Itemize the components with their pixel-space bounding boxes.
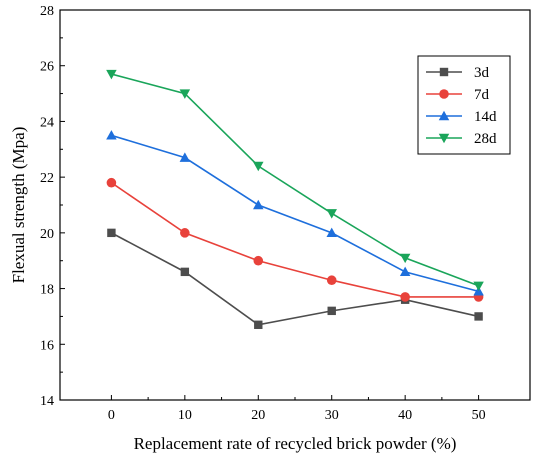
y-tick-label: 18 <box>40 283 54 298</box>
series-markers <box>106 69 484 329</box>
legend-marker-7d <box>439 89 449 99</box>
legend: 3d 7d 14d 28d <box>417 55 511 155</box>
y-tick-label: 14 <box>40 394 54 409</box>
data-point-7d <box>106 177 117 188</box>
x-tick-label: 20 <box>251 408 265 423</box>
data-point-28d <box>473 281 484 292</box>
series-line-7d <box>110 182 479 298</box>
data-point-14d <box>253 199 264 210</box>
data-point-3d <box>180 267 190 277</box>
x-tick-label: 30 <box>325 408 339 423</box>
legend-label-7d: 7d <box>474 87 490 103</box>
x-axis-tick-labels: 0 10 20 30 40 50 <box>108 408 486 423</box>
data-point-28d <box>399 253 411 264</box>
data-point-3d <box>254 320 263 329</box>
data-point-14d <box>399 266 411 277</box>
legend-marker-28d <box>438 133 450 144</box>
data-point-28d <box>106 69 117 80</box>
data-point-28d <box>179 89 191 99</box>
y-tick-label: 26 <box>40 60 54 75</box>
y-axis-title: Flexual strength (Mpa) <box>9 127 28 284</box>
x-tick-label: 10 <box>178 408 192 423</box>
data-point-3d <box>327 306 336 316</box>
y-tick-label: 16 <box>40 338 54 353</box>
legend-marker-3d <box>439 67 449 77</box>
y-tick-label: 28 <box>40 4 54 19</box>
data-point-28d <box>326 209 337 219</box>
y-tick-label: 22 <box>40 171 54 186</box>
x-tick-label: 0 <box>108 408 115 423</box>
x-axis-title: Replacement rate of recycled brick powde… <box>134 434 457 453</box>
data-point-14d <box>106 130 117 140</box>
x-tick-label: 40 <box>398 408 412 423</box>
data-point-7d <box>400 292 410 302</box>
plot-frame <box>59 9 531 401</box>
x-tick-label: 50 <box>472 408 486 423</box>
data-point-7d <box>180 228 190 238</box>
series-line-14d <box>111 134 479 293</box>
legend-marker-14d <box>438 110 450 121</box>
y-tick-label: 20 <box>40 227 54 242</box>
legend-items: 3d 7d 14d 28d <box>426 65 497 147</box>
y-axis-tick-labels: 14 16 18 20 22 24 26 28 <box>40 4 54 409</box>
data-point-14d <box>179 152 191 162</box>
data-point-3d <box>474 312 483 321</box>
series-line-28d <box>111 73 479 287</box>
y-tick-label: 24 <box>40 115 54 130</box>
axis-ticks <box>60 9 480 401</box>
data-point-7d <box>326 275 337 286</box>
legend-label-28d: 28d <box>474 131 497 147</box>
series-line-3d <box>111 232 479 326</box>
data-point-14d <box>326 227 337 238</box>
data-point-7d <box>253 255 264 266</box>
series-lines <box>110 73 479 326</box>
legend-label-3d: 3d <box>474 65 490 81</box>
data-point-28d <box>253 161 264 172</box>
data-point-3d <box>107 228 116 238</box>
legend-label-14d: 14d <box>474 109 497 125</box>
